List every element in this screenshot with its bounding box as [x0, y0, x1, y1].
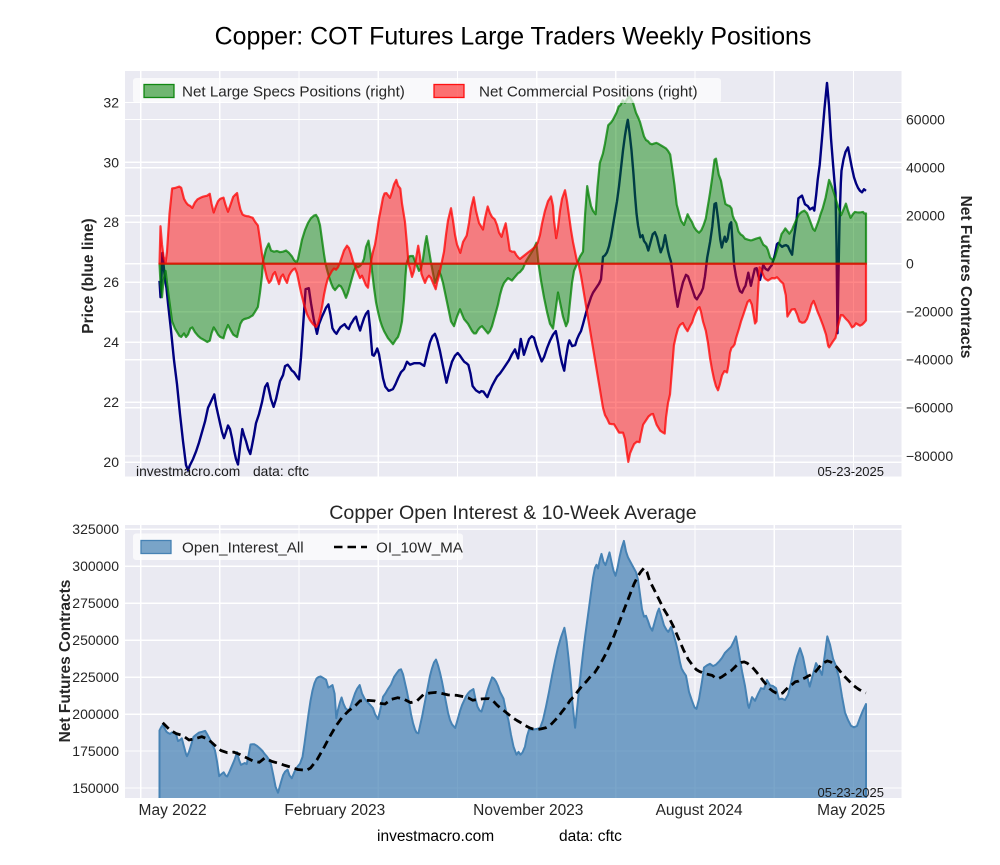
svg-text:May 2025: May 2025 — [817, 802, 885, 819]
svg-text:26: 26 — [103, 274, 119, 290]
svg-text:November 2023: November 2023 — [473, 802, 583, 819]
svg-text:200000: 200000 — [72, 706, 119, 722]
svg-text:250000: 250000 — [72, 632, 119, 648]
svg-text:05-23-2025: 05-23-2025 — [818, 785, 885, 800]
svg-text:300000: 300000 — [72, 558, 119, 574]
svg-text:August 2024: August 2024 — [656, 802, 743, 819]
svg-text:−60000: −60000 — [906, 400, 953, 416]
svg-text:May 2022: May 2022 — [139, 802, 207, 819]
svg-text:20: 20 — [103, 454, 119, 470]
svg-text:data: cftc: data: cftc — [253, 464, 309, 479]
svg-text:Price (blue line): Price (blue line) — [80, 218, 97, 333]
svg-text:05-23-2025: 05-23-2025 — [818, 464, 885, 479]
svg-text:Net Large Specs Positions (rig: Net Large Specs Positions (right) — [182, 83, 405, 100]
svg-text:Copper: COT Futures Large Trad: Copper: COT Futures Large Traders Weekly… — [215, 23, 812, 51]
svg-text:175000: 175000 — [72, 743, 119, 759]
svg-text:Open_Interest_All: Open_Interest_All — [182, 539, 304, 556]
svg-text:20000: 20000 — [906, 208, 945, 224]
svg-text:225000: 225000 — [72, 669, 119, 685]
svg-text:28: 28 — [103, 214, 119, 230]
svg-text:Copper Open Interest & 10-Week: Copper Open Interest & 10-Week Average — [329, 502, 697, 524]
svg-text:150000: 150000 — [72, 780, 119, 796]
svg-text:0: 0 — [906, 256, 914, 272]
svg-text:Net Futures Contracts: Net Futures Contracts — [57, 580, 74, 743]
svg-text:60000: 60000 — [906, 112, 945, 128]
svg-text:24: 24 — [103, 334, 119, 350]
svg-text:−80000: −80000 — [906, 448, 953, 464]
svg-text:30: 30 — [103, 154, 119, 170]
svg-text:February 2023: February 2023 — [284, 802, 385, 819]
svg-text:investmacro.com: investmacro.com — [136, 464, 240, 479]
svg-text:data: cftc: data: cftc — [559, 828, 622, 845]
svg-text:−20000: −20000 — [906, 304, 953, 320]
svg-text:40000: 40000 — [906, 160, 945, 176]
svg-text:OI_10W_MA: OI_10W_MA — [376, 539, 464, 556]
svg-text:investmacro.com: investmacro.com — [377, 828, 494, 845]
svg-text:Net Commercial Positions (righ: Net Commercial Positions (right) — [479, 83, 698, 100]
svg-text:−40000: −40000 — [906, 352, 953, 368]
svg-text:22: 22 — [103, 394, 119, 410]
svg-text:32: 32 — [103, 94, 119, 110]
svg-text:Net Futures Contracts: Net Futures Contracts — [957, 196, 974, 359]
svg-text:275000: 275000 — [72, 595, 119, 611]
svg-text:325000: 325000 — [72, 521, 119, 537]
